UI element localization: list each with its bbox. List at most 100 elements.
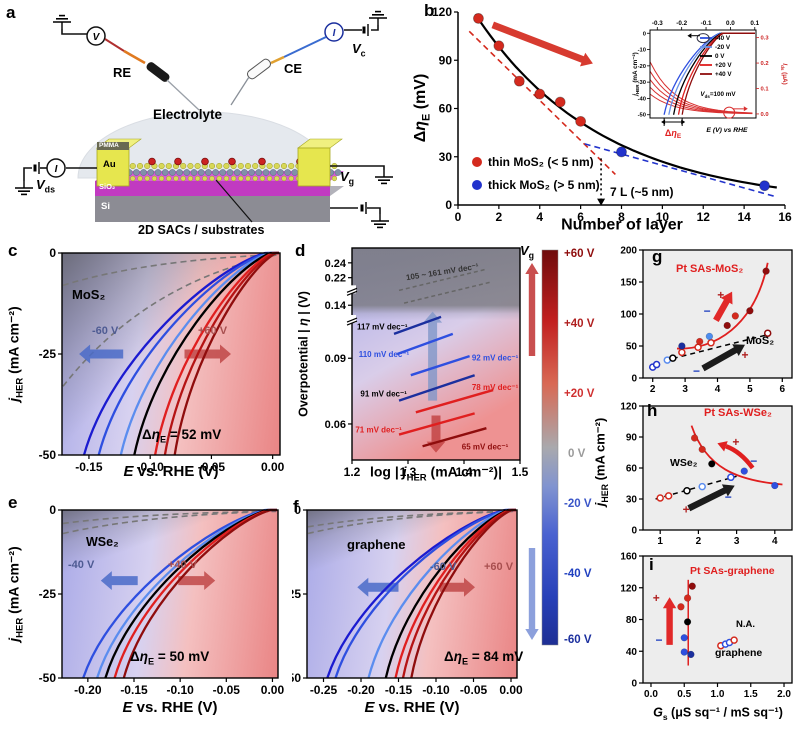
svg-text:0.0: 0.0 (726, 20, 735, 27)
svg-text:-0.10: -0.10 (422, 683, 450, 697)
svg-text:-0.05: -0.05 (213, 683, 241, 697)
panel-e-neg-gate-label: -40 V (68, 559, 95, 571)
panel-c-neg-gate-label: -60 V (92, 325, 119, 337)
svg-text:5: 5 (747, 384, 753, 395)
svg-text:0: 0 (445, 198, 452, 212)
svg-text:78 mV dec⁻¹: 78 mV dec⁻¹ (472, 383, 519, 392)
svg-text:0: 0 (49, 246, 56, 260)
panel-letter-h: h (647, 401, 658, 420)
svg-text:117 mV dec⁻¹: 117 mV dec⁻¹ (357, 323, 408, 332)
colorbar-title: Vg (520, 243, 535, 261)
panel-c: -0.15 -0.10 -0.05 0.00 0 -25 -50 c jHER (mA cm… (0, 238, 292, 490)
pmma-label: PMMA (99, 142, 119, 149)
gated-polarization-inset: -0.3 -0.2 -0.1 0.0 0.1 0 -10 -20 -30 -40 -50 0.3 0.2… (632, 20, 788, 140)
svg-text:100: 100 (620, 310, 637, 321)
svg-text:−: − (725, 490, 732, 504)
panel-g: + − − +2 3 4 5 6 0 50 100 150 200 g Pt SAs-MoS₂ MoS₂ (612, 238, 799, 396)
panel-e: -0.20 -0.15 -0.10 -0.05 0.00 0 -25 -50 e jHER (… (0, 490, 292, 733)
panel-letter-i: i (649, 555, 654, 574)
svg-text:1.5: 1.5 (744, 689, 758, 700)
svg-text:2.0: 2.0 (777, 689, 791, 700)
panel-letter-d: d (295, 241, 306, 260)
svg-text:4: 4 (715, 384, 721, 395)
svg-text:110 mV dec⁻¹: 110 mV dec⁻¹ (359, 350, 410, 359)
svg-text:-0.20: -0.20 (347, 683, 375, 697)
pt-sas-graphene-chart: + − 0.0 0.5 1.0 1.5 2.0 0 40 80 120 160 (620, 552, 793, 700)
svg-text:91 mV dec⁻¹: 91 mV dec⁻¹ (360, 389, 407, 398)
svg-text:-0.1: -0.1 (701, 20, 712, 27)
legend-item-thin: thin MoS₂ (< 5 nm) (472, 156, 594, 169)
wse2-polarization-chart: -0.20 -0.15 -0.10 -0.05 0.00 0 -25 -50 (39, 503, 285, 697)
svg-text:90: 90 (439, 53, 453, 67)
panel-e-pos-gate-label: +40 V (168, 559, 198, 571)
svg-text:-0.15: -0.15 (120, 683, 148, 697)
svg-text:2: 2 (696, 536, 702, 547)
sacs-caption: 2D SACs / substrates (138, 223, 265, 237)
svg-text:0: 0 (455, 210, 462, 224)
svg-text:-0.3: -0.3 (652, 20, 663, 27)
svg-text:0.0: 0.0 (644, 689, 658, 700)
sio2-label: SiO₂ (99, 182, 116, 191)
svg-text:60: 60 (626, 464, 638, 475)
svg-text:0.06: 0.06 (325, 419, 346, 431)
svg-text:Vds=100 mV: Vds=100 mV (700, 91, 736, 99)
svg-text:200: 200 (620, 246, 637, 257)
panel-e-gradient-bg (62, 510, 278, 678)
svg-text:-50: -50 (292, 671, 301, 685)
svg-text:71 mV dec⁻¹: 71 mV dec⁻¹ (355, 425, 402, 434)
panel-h-material-label: WSe₂ (670, 457, 698, 469)
svg-text:jHER (mA cm⁻²): jHER (mA cm⁻²) (632, 52, 640, 96)
layer-dependence-chart: 0 2 4 6 8 10 12 14 16 0 30 60 90 120 (432, 5, 792, 224)
svg-text:−: − (693, 364, 700, 378)
gate-colorbar-gradient (525, 249, 559, 646)
panel-f-gradient-bg (307, 510, 517, 678)
panel-letter-e: e (8, 493, 18, 512)
svg-text:0: 0 (631, 526, 637, 537)
electrolyte-label: Electrolyte (153, 107, 223, 122)
svg-text:-0.15: -0.15 (385, 683, 413, 697)
panel-i-material-label: graphene (715, 647, 763, 659)
svg-text:+40 V: +40 V (715, 71, 732, 78)
panel-letter-g: g (652, 247, 663, 266)
svg-text:-0.10: -0.10 (137, 460, 165, 474)
svg-text:1.3: 1.3 (400, 465, 417, 479)
svg-text:90: 90 (626, 433, 638, 444)
svg-text:ΔηE: ΔηE (665, 128, 682, 140)
svg-text:E (V) vs RHE: E (V) vs RHE (706, 127, 748, 134)
svg-text:-50: -50 (39, 671, 57, 685)
svg-text:1.5: 1.5 (512, 465, 529, 479)
panel-b: 0 2 4 6 8 10 12 14 16 0 30 60 90 120 b ΔηE (mV) Numbe… (410, 0, 799, 240)
panel-e-ylabel: jHER (mA cm⁻²) (5, 546, 26, 642)
si-label: Si (101, 201, 110, 212)
svg-text:Ids (μA): Ids (μA) (780, 63, 788, 84)
svg-text:150: 150 (620, 278, 637, 289)
colorbar-label-n20: -20 V (564, 498, 592, 510)
svg-text:3: 3 (682, 384, 688, 395)
panel-f-material-label: graphene (347, 537, 406, 552)
svg-text:-0.2: -0.2 (676, 20, 687, 27)
svg-text:30: 30 (439, 150, 453, 164)
panel-a: V I I a RE CE Electrolyte Vc Vds Vg PMMA A… (0, 0, 410, 240)
panel-c-pos-gate-label: +60 V (198, 325, 228, 337)
panel-d-ylabel: Overpotential | η | (V) (296, 291, 311, 417)
svg-text:4: 4 (536, 210, 543, 224)
svg-text:0: 0 (631, 679, 637, 690)
mos2-polarization-chart: -0.15 -0.10 -0.05 0.00 0 -25 -50 (39, 246, 285, 474)
svg-text:120: 120 (620, 402, 637, 413)
vg-label: Vg (340, 169, 355, 187)
panel-c-ylabel: jHER (mA cm⁻²) (5, 306, 26, 402)
svg-text:-0.05: -0.05 (198, 460, 226, 474)
svg-text:-0.10: -0.10 (166, 683, 194, 697)
right-column-ylabel: jHER (mA cm⁻²) (592, 417, 611, 507)
svg-text:60: 60 (439, 102, 453, 116)
vds-label: Vds (36, 177, 55, 195)
svg-text:0.1: 0.1 (750, 20, 759, 27)
panel-c-delta-eta: ΔηE = 52 mV (142, 427, 222, 445)
svg-text:+: + (683, 502, 690, 516)
panel-i: + − 0.0 0.5 1.0 1.5 2.0 0 40 80 120 160 i Pt SAs-gr… (612, 548, 799, 733)
svg-text:0.00: 0.00 (499, 683, 523, 697)
colorbar-label-p20: +20 V (564, 388, 595, 400)
svg-text:65 mV dec⁻¹: 65 mV dec⁻¹ (462, 442, 509, 451)
